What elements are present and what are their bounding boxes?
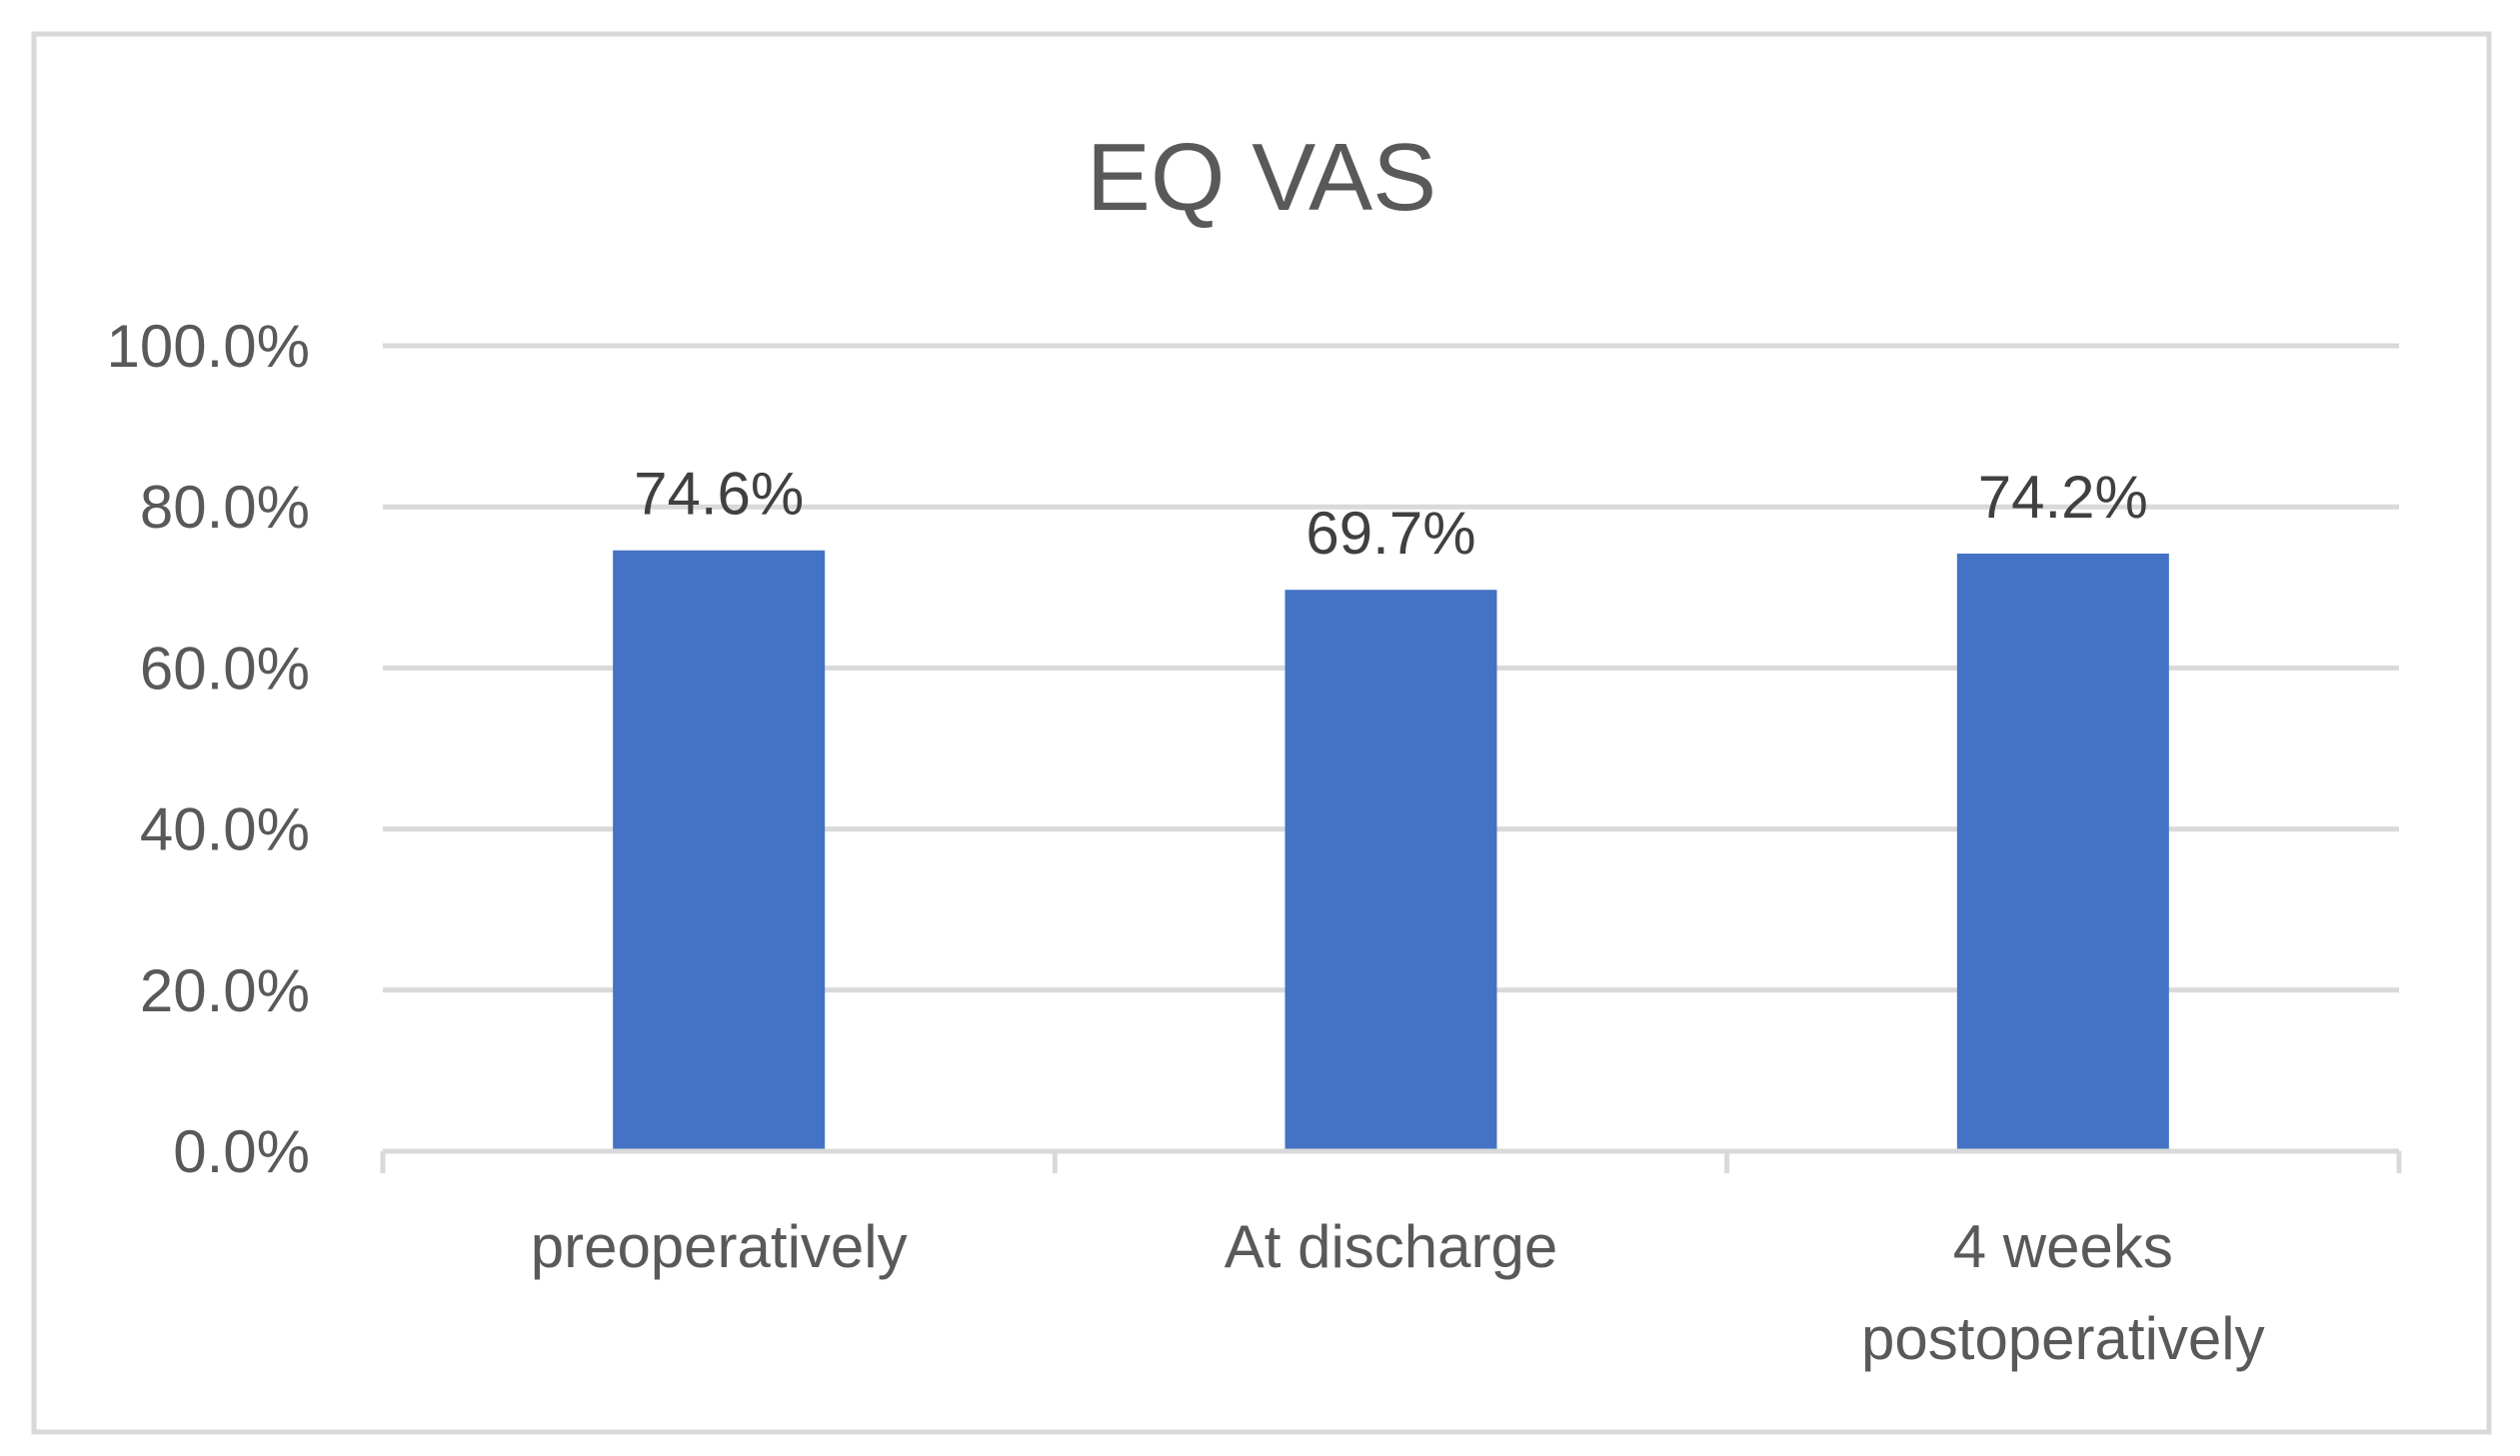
x-tick-label: At discharge (1225, 1213, 1558, 1280)
bar (1956, 553, 2169, 1151)
data-label: 69.7% (1305, 500, 1475, 567)
y-tick-label: 20.0% (140, 957, 310, 1024)
bar (613, 550, 826, 1151)
x-tick-label: postoperatively (1861, 1305, 2265, 1372)
bars (613, 550, 2169, 1151)
data-labels: 74.6% 69.7% 74.2% (634, 461, 2148, 567)
y-axis-ticks: 0.0% 20.0% 40.0% 60.0% 80.0% 100.0% (107, 313, 311, 1185)
data-label: 74.2% (1978, 464, 2148, 531)
chart-title: EQ VAS (1087, 124, 1436, 231)
x-tick-label: preoperatively (531, 1213, 908, 1280)
y-tick-label: 0.0% (173, 1118, 310, 1185)
y-tick-label: 60.0% (140, 635, 310, 702)
data-label: 74.6% (634, 461, 804, 528)
y-tick-label: 100.0% (107, 313, 311, 380)
y-tick-label: 80.0% (140, 474, 310, 541)
y-tick-label: 40.0% (140, 796, 310, 863)
x-axis (380, 1148, 2402, 1173)
x-axis-ticks: preoperatively At discharge 4 weeks postope… (531, 1213, 2265, 1372)
x-tick-label: 4 weeks (1953, 1213, 2173, 1280)
bar (1284, 590, 1497, 1151)
